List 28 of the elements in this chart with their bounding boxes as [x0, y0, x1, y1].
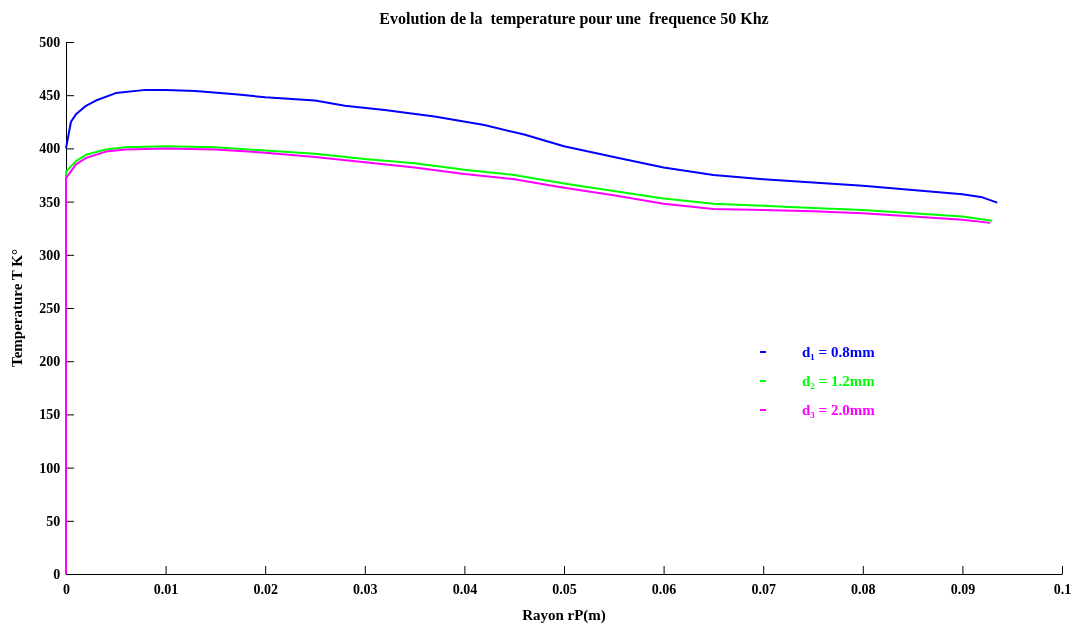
x-tick-label: 0.08	[851, 581, 876, 597]
chart-title: Evolution de la temperature pour une frequence 50 Khz	[379, 10, 769, 28]
line-series	[65, 88, 999, 204]
y-tick-label: 150	[39, 407, 61, 423]
x-tick-label: 0.09	[950, 581, 976, 597]
y-tick-label: 0	[53, 566, 61, 582]
x-tick-label: 0.04	[452, 581, 478, 597]
x-tick-label: 0.02	[253, 581, 278, 597]
x-tick-label: 0.1	[1053, 581, 1072, 597]
y-tick-label: 350	[39, 194, 61, 210]
y-tick-label: 250	[39, 300, 61, 316]
legend-label: d₁ = 0.8mm	[802, 344, 876, 360]
y-tick-label: 300	[39, 247, 61, 263]
x-axis-title: Rayon rP(m)	[522, 607, 606, 624]
x-tick-label: 0.05	[552, 581, 577, 597]
y-tick-label: 450	[39, 88, 61, 104]
x-tick-label: 0.03	[353, 581, 378, 597]
y-tick-label: 400	[39, 141, 61, 157]
x-tick-label: 0.07	[751, 581, 776, 597]
x-tick-label: 0.01	[153, 581, 179, 597]
y-tick-label: 500	[39, 34, 61, 50]
legend-label: d₃ = 2.0mm	[802, 402, 876, 418]
y-axis-title: Temperature T K°	[9, 249, 25, 367]
x-tick-label: 0.06	[651, 581, 677, 597]
legend-label: d₂ = 1.2mm	[802, 373, 876, 389]
y-tick-label: 50	[46, 513, 61, 529]
y-tick-label: 100	[39, 460, 61, 476]
y-tick-label: 200	[39, 354, 61, 370]
